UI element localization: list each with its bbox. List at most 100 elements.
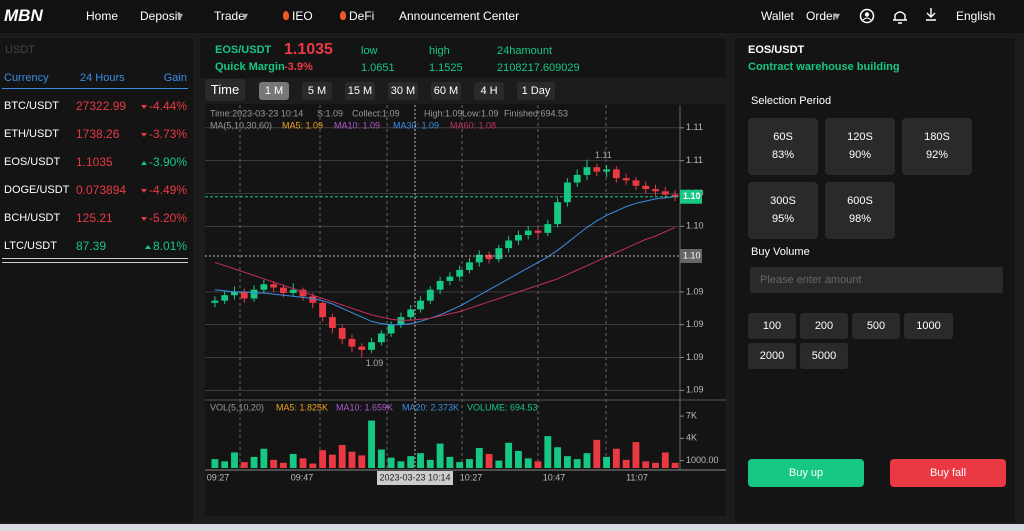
interval-button[interactable]: 60 M [431,82,461,100]
pair[interactable]: BCH/USDT [4,212,61,224]
gain-text: 8.01% [152,239,187,253]
volume-bar [544,436,552,468]
amount-button[interactable]: 100 [748,313,796,339]
price: 125.21 [76,211,113,225]
interval-button[interactable]: 1 Day [517,82,555,100]
y-tick-label: 1.10 [686,221,704,231]
candle-body [309,296,317,303]
period-button[interactable]: 600S 98% [825,182,895,239]
interval-button[interactable]: 4 H [474,82,504,100]
y-tick-label: 1.11 [686,155,703,165]
vol-legend: VOLUME: 694.53 [467,402,538,412]
v-tick-label: 4K [686,433,697,443]
caret: ▾ [834,9,841,23]
candle-body [573,174,581,183]
candle-body [280,287,287,293]
volume-bar [299,458,307,468]
nav-item[interactable]: IEO [292,9,313,23]
placeholder: Please enter amount [760,274,862,286]
gain: -5.20% [140,211,187,225]
ma-legend: MA30: 1.09 [393,120,439,130]
volume-bar [377,449,385,468]
period-button[interactable]: 180S 92% [902,118,972,175]
candle-body [446,276,454,281]
amount-input[interactable]: Please enter amount [750,267,1003,293]
volume-bar [642,461,650,468]
volume-bar [397,461,405,468]
volume-bar [583,453,591,468]
volume-bar [368,420,375,468]
nav-item[interactable]: Deposit [140,9,181,23]
nav-icons[interactable] [859,8,949,26]
nav-item[interactable]: Trade [214,9,245,23]
interval-button[interactable]: Time [205,79,245,101]
nav-item[interactable]: Home [86,9,119,23]
interval-button[interactable]: 5 M [302,82,332,100]
logo[interactable]: MBN [4,6,43,25]
period-button[interactable]: 120S 90% [825,118,895,175]
period-button[interactable]: 60S 83% [748,118,818,175]
pair[interactable]: LTC/USDT [4,240,57,252]
interval-button[interactable]: 30 M [388,82,418,100]
amount-button[interactable]: 200 [800,313,848,339]
candle-body [642,185,650,190]
volume-bar [505,442,513,468]
crosshair-price: 1.10 [683,250,701,260]
pair[interactable]: EOS/USDT [4,156,61,168]
candle-body [534,230,542,233]
candle-body [612,169,620,179]
v-tick-label: 1000.00 [686,455,719,465]
gain-text: -3.73% [148,127,187,141]
volume-bar [661,452,669,468]
period: 300S [770,195,796,207]
margin: -3.9% [284,61,313,73]
volume-bar [671,462,679,468]
ticker: EOS/USDT 1.1035 Quick Margin -3.9% low 1… [200,38,726,78]
nav-item[interactable]: English [956,9,996,23]
amount-button[interactable]: 5000 [800,343,848,369]
period-button[interactable]: 300S 95% [748,182,818,239]
candle-body [603,169,610,172]
gain: -4.49% [140,183,187,197]
nav-item[interactable]: Wallet [761,9,794,23]
candle-body [377,333,385,343]
amount-button[interactable]: 1000 [904,313,953,339]
x-tick-label: 09:27 [207,472,230,482]
gain-text: -3.90% [148,155,187,169]
volume-bar [593,439,601,468]
buy-fall-button[interactable]: Buy fall [890,459,1006,487]
nav-item[interactable]: Order [806,9,837,23]
candle-body [240,291,248,299]
amount-button[interactable]: 2000 [748,343,796,369]
candle-body [387,324,395,334]
candle-body [495,248,503,260]
pair[interactable]: ETH/USDT [4,128,59,140]
volume-bar [260,448,268,468]
buy-up-button[interactable]: Buy up [748,459,864,487]
nav-item[interactable]: DeFi [349,9,375,23]
amount: 2108217.609029 [497,62,580,74]
pair[interactable]: DOGE/USDT [4,184,70,196]
candle-body [260,284,268,290]
pair[interactable]: BTC/USDT [4,100,59,112]
gain: -3.73% [140,127,187,141]
nav-item[interactable]: Announcement Center [399,9,520,23]
divider [2,88,188,89]
volume-bar [446,456,454,468]
info-item: S:1.09 [317,108,343,118]
volume-bar [466,459,473,468]
interval-button[interactable]: 1 M [259,82,289,100]
info-item: Time:2023-03-23 10:14 [210,108,303,118]
price: 27322.99 [76,99,127,113]
taskbar [0,524,1024,531]
gain: -4.44% [140,99,187,113]
amount-button[interactable]: 500 [852,313,900,339]
candle-body [485,254,493,260]
volume-bar [603,456,610,468]
candle-body [593,167,601,172]
market-tab[interactable]: USDT [5,44,35,56]
crosshair-badge [377,471,453,485]
interval-button[interactable]: 15 M [345,82,375,100]
volume-bar [328,454,336,468]
